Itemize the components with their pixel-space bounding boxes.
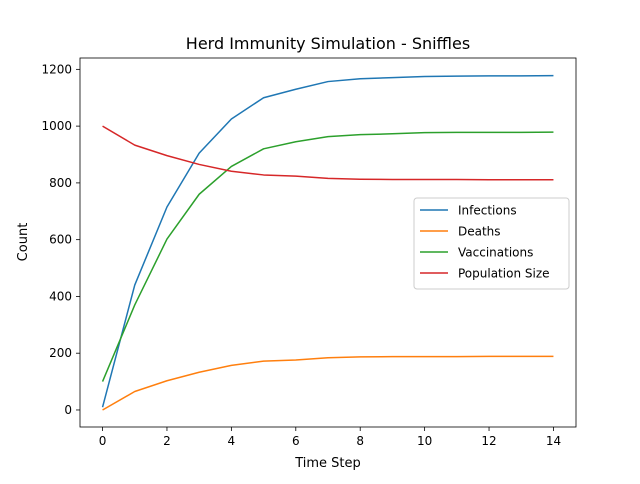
y-axis-label: Count [16, 223, 31, 262]
series-line-infections [101, 74, 554, 408]
x-tick-label: 12 [481, 434, 496, 448]
y-tick-label: 800 [49, 176, 72, 190]
x-tick-label: 14 [546, 434, 561, 448]
x-axis-label: Time Step [294, 456, 361, 471]
chart-title: Herd Immunity Simulation - Sniffles [186, 34, 470, 53]
x-axis-ticks: 0 2 4 6 8 10 12 14 [99, 427, 561, 448]
y-tick-label: 1200 [41, 62, 72, 76]
y-tick-label: 0 [64, 403, 72, 417]
legend-label-infections: Infections [458, 204, 517, 218]
y-tick-label: 200 [49, 346, 72, 360]
legend: Infections Deaths Vaccinations Population S… [413, 197, 570, 290]
x-tick-label: 8 [356, 434, 364, 448]
x-tick-label: 4 [228, 434, 236, 448]
series-line-vaccinations [101, 131, 554, 382]
legend-label-population-size: Population Size [458, 267, 550, 281]
series-layer [101, 74, 554, 411]
x-tick-label: 6 [292, 434, 300, 448]
x-tick-label: 0 [99, 434, 107, 448]
x-tick-label: 2 [163, 434, 171, 448]
legend-box [413, 197, 570, 290]
series-line-population-size [102, 125, 554, 181]
series-line-deaths [102, 355, 554, 411]
y-axis-ticks: 0 200 400 600 800 1000 1200 [41, 62, 80, 417]
y-tick-label: 600 [49, 233, 72, 247]
y-tick-label: 400 [49, 289, 72, 303]
legend-label-deaths: Deaths [458, 225, 501, 239]
x-tick-label: 10 [417, 434, 432, 448]
plot-frame [79, 57, 577, 428]
legend-label-vaccinations: Vaccinations [458, 246, 533, 260]
y-tick-label: 1000 [41, 119, 72, 133]
